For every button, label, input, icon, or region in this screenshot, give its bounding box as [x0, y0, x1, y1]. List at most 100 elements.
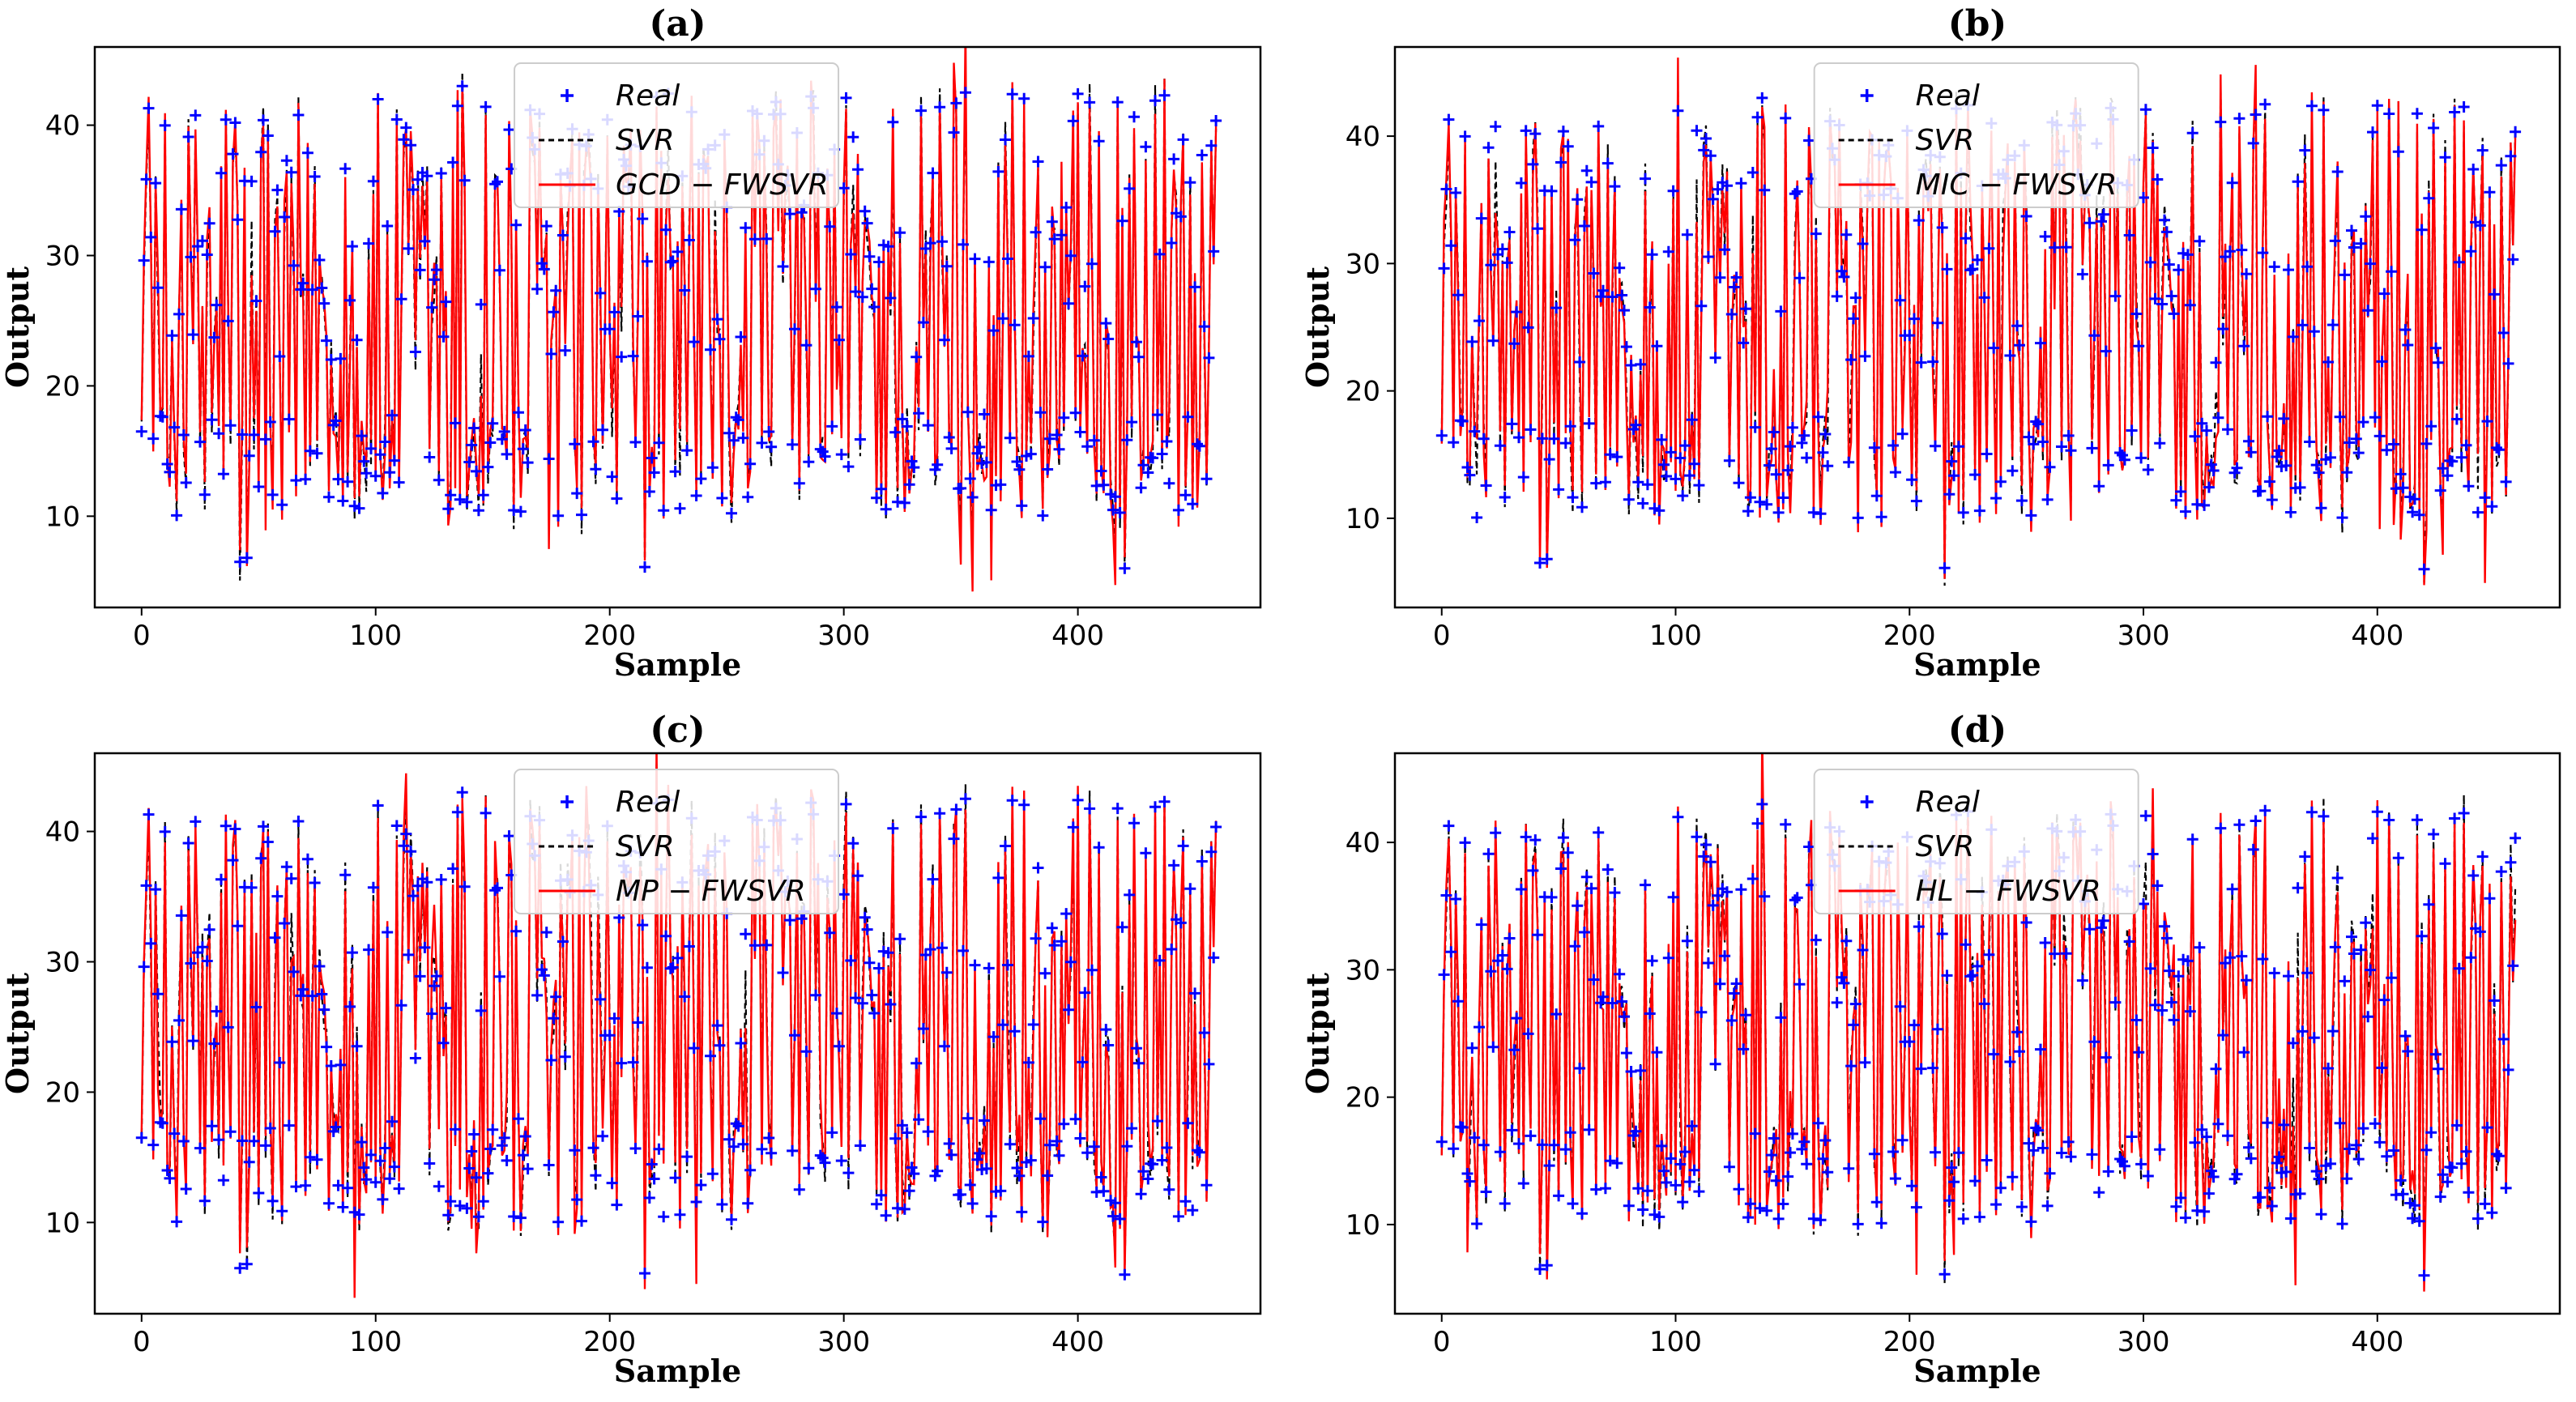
real-point — [2392, 146, 2404, 158]
real-point — [2241, 268, 2253, 280]
real-point — [917, 1023, 929, 1035]
real-point — [1623, 1200, 1635, 1212]
real-point — [793, 1183, 805, 1195]
real-point — [222, 315, 234, 327]
real-point — [1978, 292, 1990, 304]
real-point — [683, 940, 695, 952]
real-point — [264, 416, 276, 428]
real-point — [1132, 351, 1145, 363]
real-point — [1630, 1125, 1642, 1137]
real-point — [955, 1188, 967, 1200]
real-point — [927, 167, 939, 179]
real-point — [1848, 1019, 1859, 1031]
real-point — [2250, 109, 2262, 121]
real-point — [140, 880, 152, 892]
real-point — [1056, 229, 1068, 241]
real-point — [215, 167, 227, 179]
real-point — [1072, 794, 1084, 806]
real-point — [1936, 928, 1948, 940]
real-point — [2453, 962, 2465, 974]
real-point — [2434, 1191, 2446, 1203]
real-point — [201, 955, 213, 967]
x-axis-label: Sample — [1913, 646, 2041, 683]
real-point — [859, 205, 871, 217]
real-point — [2420, 437, 2433, 450]
real-point — [653, 1143, 665, 1155]
axes-frame — [1393, 45, 2561, 609]
real-point — [304, 445, 316, 457]
real-point — [369, 470, 382, 482]
real-point — [1588, 267, 1600, 279]
real-point — [224, 420, 237, 432]
real-point — [2339, 269, 2351, 281]
real-point — [744, 1164, 757, 1176]
real-point — [2201, 1131, 2212, 1143]
y-axis-label: Output — [1299, 266, 1336, 388]
real-point — [2442, 470, 2454, 482]
real-point — [603, 323, 616, 335]
real-point — [2474, 926, 2486, 938]
series-real-markers — [1435, 92, 2522, 575]
real-point — [1672, 811, 1684, 823]
real-point — [301, 147, 313, 159]
real-point — [2313, 467, 2325, 479]
real-point — [245, 881, 258, 893]
real-point — [274, 1057, 286, 1068]
y-axis-label: Output — [1299, 973, 1336, 1094]
real-point — [1022, 1056, 1034, 1068]
real-point — [943, 1138, 955, 1149]
real-point — [966, 1198, 979, 1209]
real-point — [337, 1201, 349, 1213]
real-point — [2409, 1200, 2420, 1212]
real-point — [1004, 432, 1016, 444]
real-point — [2304, 1142, 2315, 1154]
real-point — [1661, 471, 1672, 482]
real-point — [1440, 183, 1452, 195]
real-point — [313, 254, 326, 266]
real-point — [369, 1176, 382, 1188]
real-point — [1527, 158, 1539, 170]
real-point — [463, 1162, 476, 1174]
real-point — [587, 436, 599, 448]
legend-label: MIC − FWSVR — [1916, 168, 2118, 202]
real-point — [1695, 300, 1708, 312]
real-point — [1196, 149, 1208, 161]
real-point — [2322, 1063, 2335, 1074]
real-point — [1116, 215, 1128, 227]
real-point — [1056, 935, 1068, 948]
real-point — [1058, 411, 1070, 424]
real-point — [395, 999, 407, 1012]
real-point — [1161, 436, 1173, 447]
real-point — [1630, 419, 1642, 431]
real-point — [576, 509, 587, 521]
legend-marker-real — [1860, 795, 1874, 808]
real-point — [405, 846, 417, 858]
real-point — [1665, 1153, 1677, 1165]
real-point — [1791, 892, 1803, 904]
real-point — [789, 323, 800, 335]
real-point — [2196, 417, 2208, 429]
real-point — [400, 121, 412, 134]
real-point — [906, 1161, 918, 1174]
real-point — [1517, 471, 1529, 484]
real-point — [182, 837, 194, 849]
real-point — [1147, 452, 1159, 464]
real-point — [1201, 473, 1213, 485]
real-point — [1011, 456, 1023, 467]
real-point — [1679, 440, 1691, 452]
real-point — [756, 437, 768, 449]
real-point — [1093, 135, 1105, 147]
real-point — [2367, 833, 2378, 845]
real-point — [1972, 960, 1983, 972]
real-point — [2453, 256, 2465, 268]
real-point — [1658, 458, 1670, 471]
real-point — [1192, 438, 1203, 450]
real-point — [2007, 1171, 2019, 1183]
real-point — [1981, 1154, 1993, 1166]
real-point — [1184, 177, 1196, 189]
real-point — [1941, 969, 1953, 982]
real-point — [1175, 917, 1187, 929]
real-point — [936, 236, 948, 248]
real-point — [177, 429, 190, 441]
real-point — [2430, 1048, 2442, 1060]
